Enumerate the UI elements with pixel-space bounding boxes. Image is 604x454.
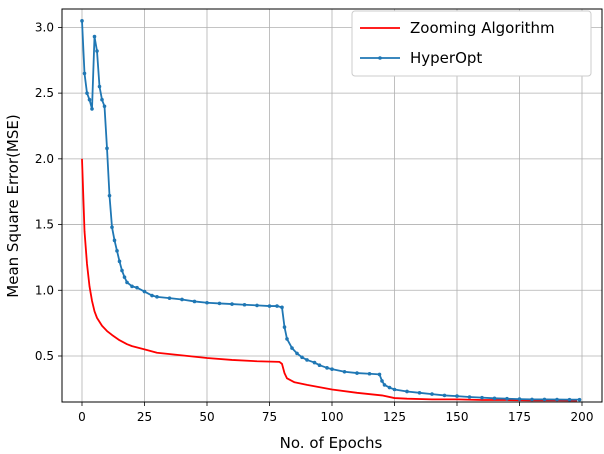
series-point-hyperopt <box>467 395 472 399</box>
series-point-hyperopt <box>530 397 534 402</box>
y-tick-label: 2.5 <box>35 86 54 100</box>
x-tick-label: 200 <box>571 410 594 424</box>
x-tick-label: 0 <box>78 410 86 424</box>
series-point-hyperopt <box>90 107 94 111</box>
series-point-hyperopt <box>100 97 104 102</box>
series-point-hyperopt <box>167 296 172 300</box>
series-point-hyperopt <box>280 305 284 310</box>
series-point-hyperopt <box>150 293 154 298</box>
series-point-hyperopt <box>85 91 89 95</box>
series-point-hyperopt <box>230 302 234 306</box>
series-point-hyperopt <box>102 104 107 109</box>
series-point-hyperopt <box>80 19 84 23</box>
series-point-hyperopt <box>105 146 109 151</box>
x-axis-label: No. of Epochs <box>280 434 383 452</box>
series-point-hyperopt <box>135 285 139 290</box>
series-point-hyperopt <box>267 304 272 308</box>
series-point-hyperopt <box>330 367 334 371</box>
series-point-hyperopt <box>275 304 279 308</box>
series-point-hyperopt <box>242 302 247 307</box>
series-point-hyperopt <box>480 395 484 400</box>
y-axis-ticks: 0.5 1.0 1.5 2.0 2.5 3.0 <box>35 20 62 363</box>
series-point-hyperopt <box>577 397 582 402</box>
series-point-hyperopt <box>567 397 572 402</box>
legend-label-hyperopt: HyperOpt <box>410 49 482 67</box>
series-point-hyperopt <box>355 371 359 375</box>
series-point-hyperopt <box>455 394 459 398</box>
series-point-hyperopt <box>142 289 147 294</box>
series-point-hyperopt <box>92 34 97 39</box>
series-point-hyperopt <box>295 351 299 356</box>
series-point-hyperopt <box>180 297 184 302</box>
y-axis-label: Mean Square Error(MSE) <box>4 114 22 297</box>
legend-label-zooming: Zooming Algorithm <box>410 19 555 37</box>
series-point-hyperopt <box>122 275 127 279</box>
x-tick-label: 175 <box>508 410 531 424</box>
x-tick-label: 100 <box>321 410 344 424</box>
series-point-hyperopt <box>107 193 112 198</box>
series-line-zooming-algorithm <box>81 158 578 402</box>
series-point-hyperopt <box>130 284 134 289</box>
series-point-hyperopt <box>430 392 434 396</box>
series-point-hyperopt <box>125 280 129 285</box>
series-point-hyperopt <box>97 84 102 89</box>
series-point-hyperopt <box>312 360 317 365</box>
x-axis-ticks: 0 25 50 75 100 125 150 175 200 <box>78 402 593 424</box>
series-point-hyperopt <box>217 301 222 306</box>
series-point-hyperopt <box>342 369 347 374</box>
series-point-hyperopt <box>282 325 287 329</box>
series-point-hyperopt <box>505 396 509 401</box>
series-point-hyperopt <box>82 71 87 76</box>
series-point-hyperopt <box>392 387 397 392</box>
y-tick-label: 3.0 <box>35 20 54 34</box>
series-point-hyperopt <box>492 396 497 401</box>
x-tick-label: 50 <box>199 410 214 424</box>
series-point-hyperopt <box>87 97 92 102</box>
series-point-hyperopt <box>110 225 114 229</box>
series-point-hyperopt <box>542 397 547 402</box>
series-point-hyperopt <box>367 371 372 376</box>
x-tick-label: 75 <box>262 410 277 424</box>
series-point-hyperopt <box>300 355 304 360</box>
series-point-hyperopt <box>155 295 159 299</box>
series-layer <box>80 19 582 402</box>
series-point-hyperopt <box>555 397 559 402</box>
y-tick-label: 0.5 <box>35 349 54 363</box>
series-point-hyperopt <box>192 299 197 304</box>
series-point-hyperopt <box>387 385 392 390</box>
y-tick-label: 2.0 <box>35 152 54 166</box>
y-tick-label: 1.5 <box>35 218 54 232</box>
series-point-hyperopt <box>517 397 522 401</box>
series-point-hyperopt <box>95 49 99 53</box>
series-point-hyperopt <box>115 249 119 253</box>
series-point-hyperopt <box>325 366 329 370</box>
series-point-hyperopt <box>285 337 289 341</box>
legend-marker-hyperopt <box>378 56 382 60</box>
series-point-hyperopt <box>382 383 387 387</box>
series-point-hyperopt <box>405 389 409 394</box>
series-point-hyperopt <box>442 393 447 398</box>
legend-box <box>351 10 592 77</box>
series-point-hyperopt <box>112 238 117 243</box>
series-point-hyperopt <box>377 372 382 377</box>
series-point-hyperopt <box>305 358 309 362</box>
series-point-hyperopt <box>117 259 122 264</box>
series-point-hyperopt <box>120 268 124 273</box>
series-point-hyperopt <box>205 300 209 305</box>
x-tick-label: 25 <box>137 410 152 424</box>
series-point-hyperopt <box>317 363 322 368</box>
series-point-hyperopt <box>417 391 422 395</box>
series-point-hyperopt <box>290 346 294 350</box>
legend: Zooming Algorithm HyperOpt <box>351 10 592 77</box>
series-point-hyperopt <box>380 379 384 383</box>
series-line-hyperopt <box>81 20 580 401</box>
x-tick-label: 125 <box>383 410 406 424</box>
x-tick-label: 150 <box>446 410 469 424</box>
y-tick-label: 1.0 <box>35 283 54 297</box>
series-point-hyperopt <box>255 303 259 308</box>
